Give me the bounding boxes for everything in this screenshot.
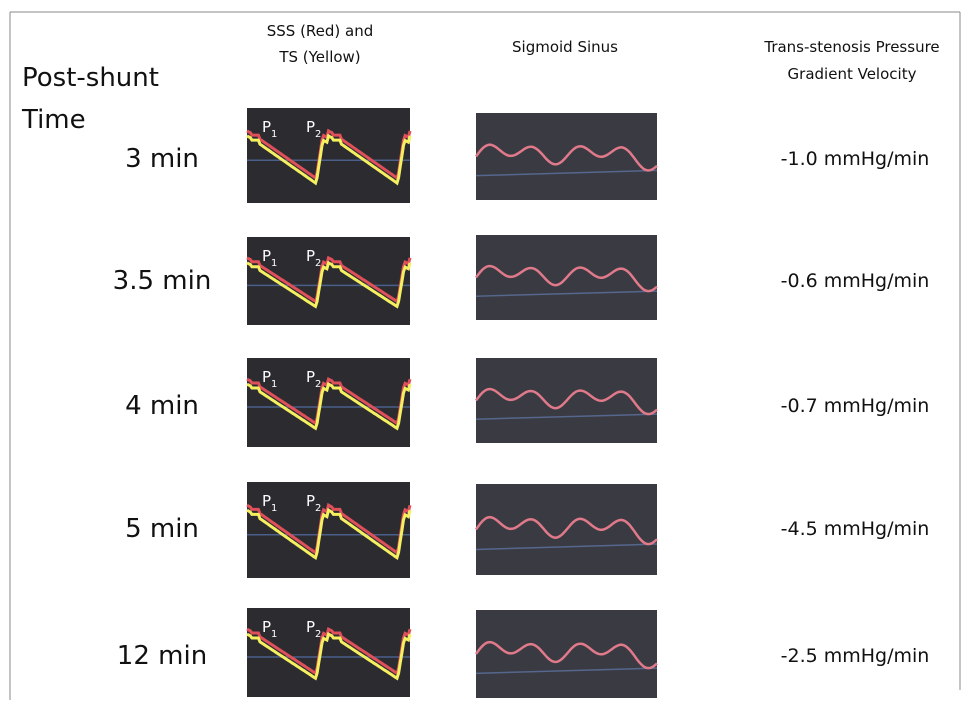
sss-trace [246,128,412,181]
p-label: P1 [262,118,277,140]
p-label-base: P [306,247,315,265]
p-label-sub: 1 [271,503,277,514]
header-sigmoid: Sigmoid Sinus [512,38,618,56]
sss-trace [246,502,412,556]
p-label-sub: 1 [271,258,277,269]
ts-trace [246,632,412,681]
header-gradient: Trans-stenosis Pressure [763,38,939,56]
p-label-sub: 2 [315,379,321,390]
p-label: P2 [306,618,321,640]
sss-ts-trace [247,482,410,578]
header-time: Time [21,105,86,135]
sss-trace [246,627,412,676]
sigmoid-trace [474,143,658,172]
p-label-base: P [262,368,271,386]
ts-trace [246,133,412,186]
p-label-base: P [306,118,315,136]
p-label: P2 [306,492,321,514]
time-label: 12 min [117,641,207,671]
sss-trace [246,255,412,304]
p-label: P2 [306,247,321,269]
ts-trace [246,382,412,431]
sss-trace [246,377,412,426]
time-label: 5 min [125,514,199,544]
header-sss: SSS (Red) and [267,22,374,40]
header-gradient: Gradient Velocity [788,65,917,83]
sss-ts-trace [247,358,410,447]
sigmoid-trace [474,515,658,546]
trace-baseline [475,667,658,675]
sigmoid-trace [474,640,658,670]
p-label: P2 [306,118,321,140]
p-label: P1 [262,368,277,390]
sss-ts-trace [247,108,410,203]
gradient-value: -0.7 mmHg/min [781,395,930,417]
p-label: P2 [306,368,321,390]
trace-baseline [475,413,658,420]
gradient-value: -0.6 mmHg/min [781,270,930,292]
p-label-base: P [306,618,315,636]
gradient-value: -2.5 mmHg/min [781,645,930,667]
header-time: Post-shunt [22,63,159,93]
ts-trace [246,260,412,309]
ts-trace [246,507,412,561]
time-label: 3.5 min [113,266,212,296]
sigmoid-trace [475,264,658,293]
p-label: P1 [262,247,277,269]
p-label: P1 [262,618,277,640]
sss-ts-trace [247,237,410,325]
p-label-sub: 2 [315,503,321,514]
p-label-sub: 2 [315,258,321,269]
trace-baseline [475,290,658,297]
p-label-base: P [306,492,315,510]
p-label-sub: 1 [271,379,277,390]
p-label-sub: 2 [315,129,321,140]
sigmoid-trace [475,387,658,416]
p-label-sub: 1 [271,629,277,640]
p-label-base: P [306,368,315,386]
p-label-base: P [262,247,271,265]
gradient-value: -4.5 mmHg/min [781,518,930,540]
p-label-base: P [262,492,271,510]
p-label: P1 [262,492,277,514]
time-label: 4 min [125,391,199,421]
p-label-sub: 1 [271,129,277,140]
trace-baseline [475,169,658,177]
p-label-sub: 2 [315,629,321,640]
sss-ts-trace [247,608,410,697]
header-ts: TS (Yellow) [278,48,360,66]
p-label-base: P [262,118,271,136]
p-label-base: P [262,618,271,636]
gradient-value: -1.0 mmHg/min [781,148,930,170]
time-label: 3 min [125,144,199,174]
trace-baseline [475,543,658,551]
